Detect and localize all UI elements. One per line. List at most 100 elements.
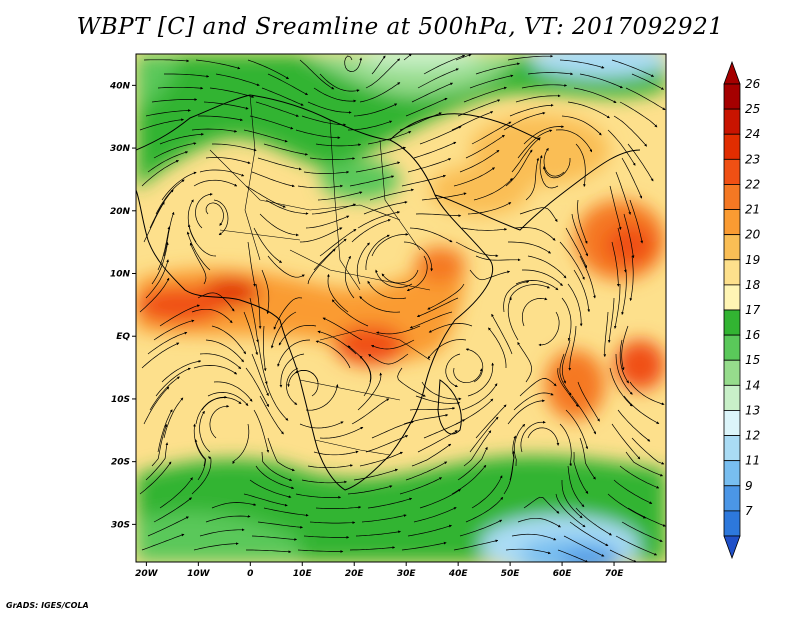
streamline — [407, 158, 452, 173]
streamline — [515, 280, 559, 291]
colorbar-swatch — [723, 158, 741, 185]
streamline — [209, 87, 255, 98]
streamline — [491, 313, 513, 355]
streamline — [613, 115, 648, 147]
colorbar-swatch — [723, 410, 741, 436]
streamline — [315, 143, 362, 147]
colorbar-label: 26 — [745, 77, 761, 91]
streamline — [471, 475, 503, 509]
streamline — [611, 423, 641, 460]
streamline — [399, 477, 443, 495]
streamline — [194, 439, 207, 481]
streamline — [193, 365, 238, 375]
streamline — [357, 211, 401, 229]
streamline — [615, 353, 633, 395]
streamline — [347, 485, 393, 495]
colorbar-swatch — [723, 83, 741, 110]
streamline — [159, 477, 193, 509]
streamline — [157, 409, 173, 453]
streamline — [319, 426, 364, 439]
streamline — [465, 134, 505, 159]
streamline — [403, 54, 412, 61]
streamline — [279, 353, 305, 388]
streamline — [213, 381, 253, 402]
streamline — [317, 191, 363, 201]
streamline — [301, 115, 347, 127]
streamline — [371, 339, 415, 350]
streamline — [376, 325, 421, 335]
streamline — [621, 269, 627, 315]
streamline — [295, 129, 341, 140]
streamline — [303, 170, 350, 174]
coastlines — [136, 94, 641, 491]
streamline — [143, 386, 170, 425]
streamline — [145, 442, 169, 481]
streamline — [475, 255, 521, 262]
streamline — [459, 519, 503, 537]
streamline — [555, 129, 593, 153]
streamline — [428, 323, 473, 333]
streamline — [401, 541, 447, 551]
streamline — [164, 73, 210, 78]
streamline — [159, 132, 204, 145]
streamline — [257, 157, 302, 171]
colorbar-label: 16 — [745, 328, 761, 342]
streamline — [163, 397, 184, 439]
streamline — [611, 59, 655, 77]
streamline — [365, 234, 390, 271]
colorbar-swatch — [723, 384, 741, 411]
streamline — [561, 297, 572, 341]
streamline — [153, 142, 197, 159]
colorbar-label: 18 — [745, 278, 761, 292]
streamline — [413, 507, 457, 523]
streamline — [163, 211, 175, 257]
streamline — [145, 259, 169, 299]
colorbar-swatch — [723, 460, 741, 487]
streamline — [198, 115, 243, 122]
streamline — [189, 242, 207, 285]
streamline — [579, 437, 596, 480]
streamline — [517, 341, 532, 383]
streamline — [363, 200, 408, 215]
streamline — [251, 535, 298, 541]
streamline — [359, 451, 403, 467]
lon-tick-label: 0 — [247, 569, 253, 579]
streamline — [557, 367, 579, 408]
streamline — [255, 465, 295, 490]
streamline — [559, 241, 585, 280]
streamline — [527, 72, 574, 76]
colorbar-label: 11 — [745, 454, 760, 468]
colorbar-label: 22 — [745, 177, 760, 191]
colorbar-label: 9 — [745, 479, 753, 493]
streamline — [147, 331, 188, 355]
streamline — [199, 169, 245, 177]
streamline — [255, 283, 262, 329]
streamline — [421, 192, 467, 201]
streamline — [259, 213, 299, 237]
streamline — [609, 185, 622, 230]
streamline — [406, 255, 428, 292]
streamline — [625, 451, 664, 477]
streamline — [559, 423, 572, 467]
streamline — [519, 378, 557, 397]
streamline — [295, 493, 342, 499]
streamline — [507, 297, 519, 341]
streamline — [367, 131, 412, 145]
latitude-axis: 40N 30N 20N 10N EQ 10S 20S 30S — [109, 81, 136, 530]
colorbar-swatch — [723, 359, 741, 386]
streamline — [153, 497, 192, 523]
streamline — [409, 311, 453, 329]
streamline — [467, 362, 495, 397]
streamline — [297, 549, 344, 553]
streamline — [195, 59, 241, 70]
streamline — [149, 376, 180, 411]
streamline — [401, 174, 446, 187]
colorbar-label: 12 — [745, 429, 760, 443]
streamline — [623, 213, 635, 259]
streamline — [469, 74, 514, 89]
streamline — [631, 437, 665, 465]
streamline — [611, 241, 620, 287]
streamline — [251, 171, 295, 188]
streamline — [523, 125, 565, 145]
streamline — [191, 128, 238, 133]
